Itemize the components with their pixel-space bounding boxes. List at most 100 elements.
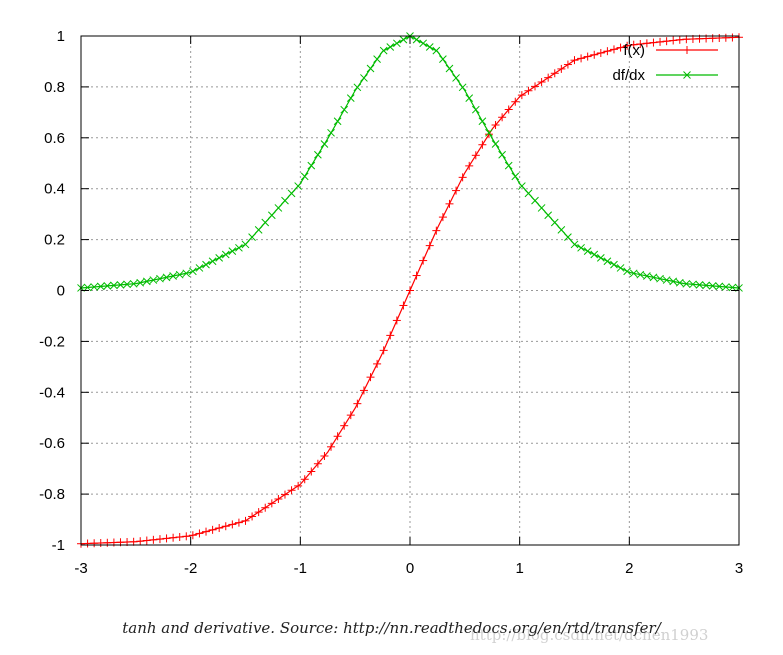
- data-point-marker: [314, 150, 322, 159]
- data-point-marker: [544, 211, 553, 220]
- data-point-marker: [360, 74, 368, 82]
- data-point-marker: [649, 273, 658, 282]
- x-tick-label: 1: [515, 560, 523, 577]
- figure-caption: tanh and derivative. Source: http://nn.r…: [122, 619, 661, 637]
- x-tick-label: -2: [184, 560, 197, 577]
- data-point-marker: [610, 260, 618, 269]
- data-point-marker: [721, 283, 730, 291]
- data-point-marker: [504, 161, 513, 170]
- data-point-marker: [340, 105, 349, 114]
- data-point-marker: [702, 281, 710, 290]
- data-point-marker: [248, 233, 256, 241]
- data-point-marker: [156, 274, 164, 283]
- data-point-marker: [425, 43, 434, 51]
- data-point-marker: [682, 279, 691, 288]
- y-tick-label: 0.2: [44, 232, 65, 249]
- data-point-marker: [149, 276, 158, 284]
- data-point-marker: [439, 55, 447, 63]
- data-point-marker: [603, 257, 612, 266]
- data-point-marker: [616, 264, 625, 272]
- data-point-marker: [195, 264, 204, 272]
- x-tick-label: -1: [294, 560, 307, 577]
- data-point-marker: [300, 172, 309, 181]
- data-point-marker: [419, 39, 428, 48]
- data-point-marker: [182, 269, 191, 278]
- y-tick-label: -0.4: [39, 384, 65, 401]
- data-point-marker: [320, 140, 329, 148]
- data-point-marker: [136, 278, 145, 287]
- data-point-marker: [623, 267, 631, 276]
- data-point-marker: [241, 240, 250, 249]
- data-point-marker: [590, 250, 599, 259]
- data-point-marker: [669, 277, 678, 286]
- tanh-chart: 1 0.8 0.6 0.4 0.2 0 -0.2 -0.4 -0.6 -0.8 -1 -3 -2 -1 0…: [39, 28, 743, 577]
- y-tick-label: 0.6: [44, 130, 65, 147]
- y-tick-label: 0: [57, 283, 65, 300]
- data-point-marker: [491, 140, 500, 148]
- data-point-marker: [577, 243, 585, 252]
- data-point-marker: [695, 280, 704, 289]
- x-tick-labels: -3 -2 -1 0 1 2 3: [74, 560, 743, 577]
- data-point-marker: [110, 281, 118, 290]
- data-point-marker: [103, 282, 112, 290]
- data-point-marker: [267, 211, 276, 220]
- data-point-marker: [662, 276, 671, 284]
- data-point-marker: [366, 64, 375, 73]
- data-point-marker: [202, 260, 210, 269]
- watermark: http://blog.csdn.net/dchen1993: [470, 626, 709, 644]
- data-point-marker: [452, 74, 460, 82]
- data-point-marker: [123, 280, 131, 289]
- data-point-marker: [379, 46, 388, 55]
- data-point-marker: [445, 64, 454, 73]
- data-point-marker: [281, 196, 289, 205]
- data-point-marker: [531, 196, 539, 205]
- x-tick-label: -3: [74, 560, 87, 577]
- data-point-marker: [564, 233, 572, 241]
- y-tick-label: 1: [57, 28, 65, 45]
- x-tick-label: 2: [625, 560, 633, 577]
- data-point-marker: [294, 182, 302, 190]
- data-point-marker: [96, 282, 105, 291]
- data-point-marker: [353, 83, 362, 92]
- x-tick-label: 0: [406, 560, 414, 577]
- data-point-marker: [386, 43, 395, 51]
- data-point-marker: [511, 172, 520, 181]
- data-point-marker: [485, 128, 493, 137]
- data-point-marker: [557, 225, 566, 234]
- data-point-marker: [129, 279, 138, 288]
- data-point-marker: [215, 254, 224, 262]
- y-tick-labels: 1 0.8 0.6 0.4 0.2 0 -0.2 -0.4 -0.6 -0.8 -1: [39, 28, 65, 554]
- data-point-marker: [399, 35, 408, 44]
- data-point-marker: [458, 83, 467, 92]
- y-tick-label: -1: [52, 537, 65, 554]
- data-point-marker: [596, 254, 605, 262]
- data-point-marker: [583, 247, 592, 256]
- data-point-marker: [708, 282, 717, 290]
- data-point-marker: [524, 189, 533, 198]
- data-point-marker: [550, 218, 559, 227]
- data-point-marker: [471, 105, 480, 114]
- data-point-marker: [287, 189, 296, 198]
- data-point-marker: [208, 257, 217, 266]
- data-point-marker: [675, 278, 684, 287]
- data-point-marker: [83, 283, 92, 292]
- data-point-marker: [412, 35, 421, 44]
- data-point-marker: [643, 272, 651, 280]
- legend-swatch-marker: [683, 71, 691, 79]
- data-point-marker: [90, 283, 99, 291]
- data-point-marker: [373, 55, 381, 63]
- data-point-marker: [715, 282, 724, 291]
- y-tick-label: -0.2: [39, 333, 65, 350]
- data-point-marker: [346, 94, 355, 103]
- data-point-marker: [465, 94, 474, 103]
- data-point-marker: [169, 272, 177, 280]
- data-point-marker: [221, 250, 230, 259]
- data-point-marker: [261, 218, 270, 227]
- data-point-marker: [175, 270, 184, 279]
- data-point-marker: [728, 283, 737, 292]
- data-point-marker: [116, 280, 125, 289]
- data-point-marker: [254, 225, 263, 234]
- data-point-marker: [432, 46, 441, 55]
- data-point-marker: [478, 117, 487, 126]
- y-tick-label: 0.4: [44, 181, 65, 198]
